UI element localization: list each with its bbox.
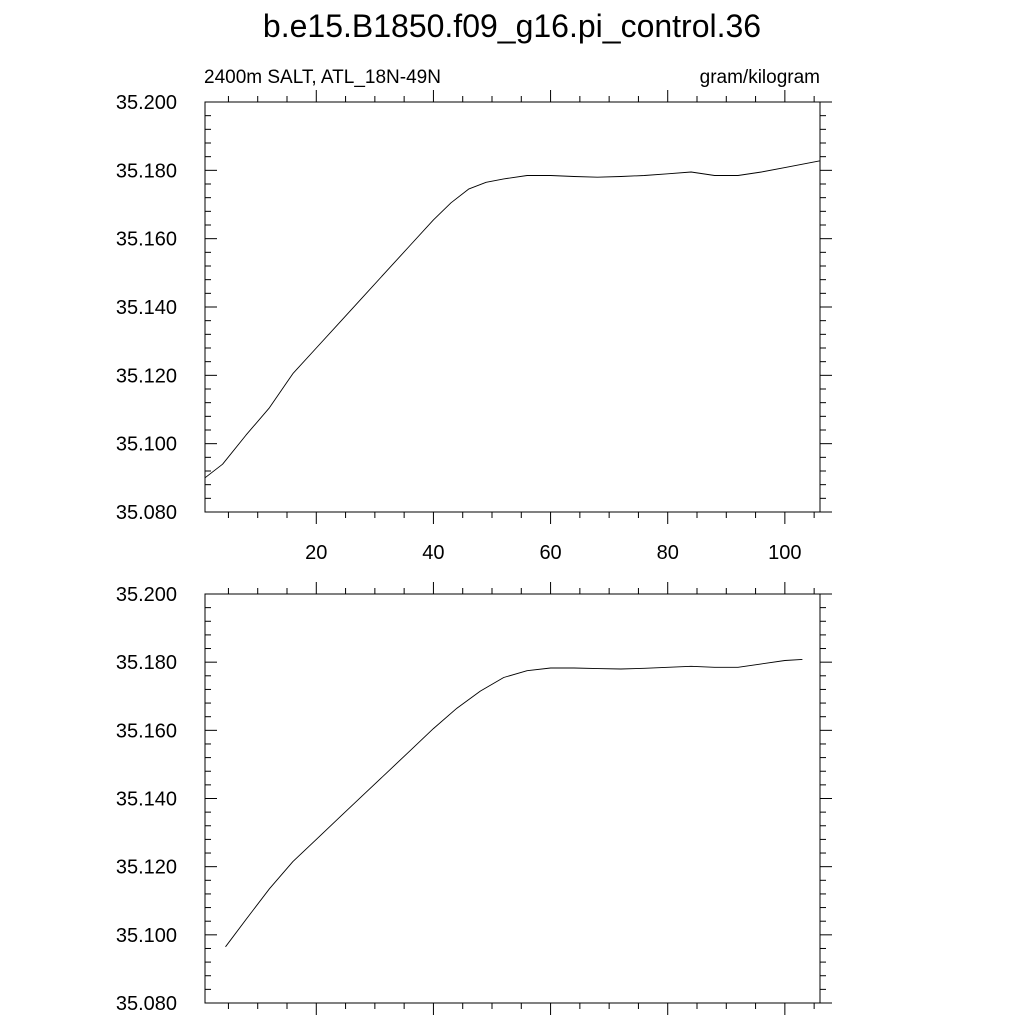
top-panel: 35.080 35.100 35.120 35.140 35.160 35.180 35.2… bbox=[116, 90, 832, 564]
x-tick-label: 80 bbox=[657, 542, 679, 564]
y-tick-label: 35.200 bbox=[116, 92, 177, 114]
plot-frame bbox=[204, 593, 821, 1004]
chart-title: b.e15.B1850.f09_g16.pi_control.36 bbox=[263, 8, 761, 44]
x-tick-label: 100 bbox=[768, 542, 801, 564]
y-tick-label: 35.140 bbox=[116, 789, 177, 811]
y-tick-label: 35.160 bbox=[116, 720, 177, 742]
y-tick-label: 35.080 bbox=[116, 993, 177, 1015]
y-tick-label: 35.120 bbox=[116, 365, 177, 387]
series-line bbox=[204, 160, 821, 479]
y-tick-label: 35.100 bbox=[116, 434, 177, 456]
x-tick-label: 40 bbox=[422, 542, 444, 564]
plot-frame bbox=[204, 101, 821, 513]
x-tick-label: 60 bbox=[539, 542, 561, 564]
y-tick-label: 35.140 bbox=[116, 297, 177, 319]
series-line bbox=[225, 658, 803, 948]
y-tick-label: 35.120 bbox=[116, 857, 177, 879]
y-tick-label: 35.180 bbox=[116, 160, 177, 182]
x-tick-label: 20 bbox=[305, 542, 327, 564]
y-tick-label: 35.080 bbox=[116, 502, 177, 524]
y-tick-label: 35.180 bbox=[116, 652, 177, 674]
y-tick-label: 35.160 bbox=[116, 229, 177, 251]
top-panel-left-label: 2400m SALT, ATL_18N-49N bbox=[204, 67, 441, 88]
y-tick-label: 35.200 bbox=[116, 584, 177, 606]
bottom-panel: 35.080 35.100 35.120 35.140 35.160 35.180 35.2… bbox=[116, 582, 832, 1015]
top-panel-units-label: gram/kilogram bbox=[700, 67, 820, 88]
y-tick-label: 35.100 bbox=[116, 925, 177, 947]
